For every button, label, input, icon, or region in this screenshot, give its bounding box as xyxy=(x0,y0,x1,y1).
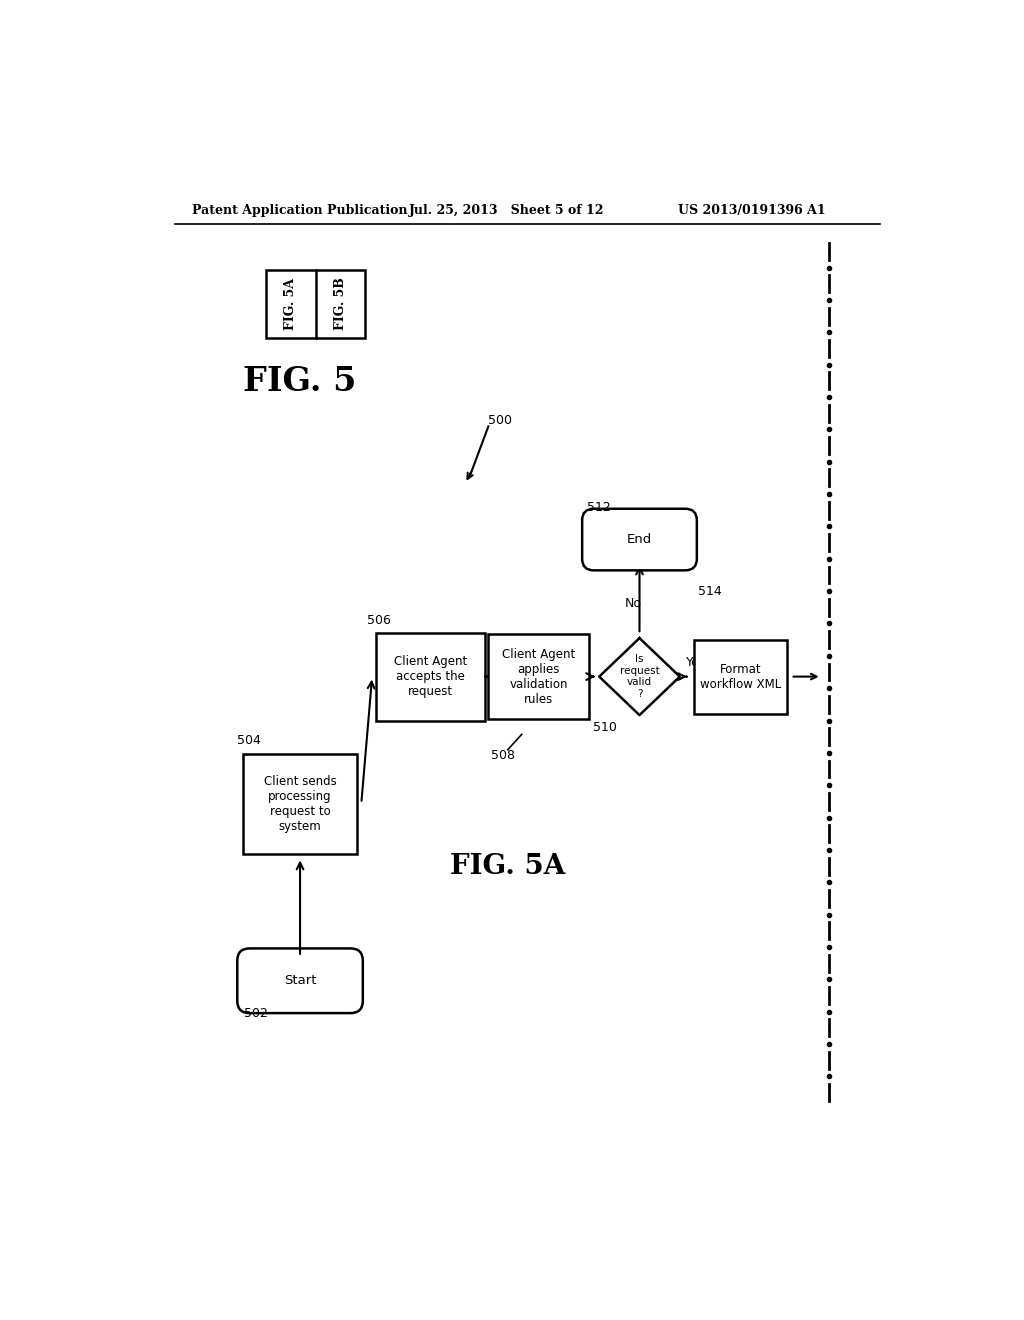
Text: 502: 502 xyxy=(245,1007,268,1020)
Bar xyxy=(266,271,366,338)
Text: Format
workflow XML: Format workflow XML xyxy=(699,663,781,690)
Bar xyxy=(243,754,357,854)
Text: FIG. 5A: FIG. 5A xyxy=(451,853,565,880)
Text: FIG. 5A: FIG. 5A xyxy=(285,279,297,330)
Text: Client Agent
applies
validation
rules: Client Agent applies validation rules xyxy=(502,648,575,706)
Text: No: No xyxy=(625,597,642,610)
Text: FIG. 5B: FIG. 5B xyxy=(334,277,347,330)
Bar xyxy=(376,632,484,721)
Bar xyxy=(693,640,786,714)
FancyBboxPatch shape xyxy=(238,948,362,1014)
Text: Patent Application Publication: Patent Application Publication xyxy=(191,205,408,218)
Text: Client sends
processing
request to
system: Client sends processing request to syste… xyxy=(263,775,337,833)
Text: 508: 508 xyxy=(490,748,515,762)
Bar xyxy=(488,635,589,719)
Text: Is
request
valid
?: Is request valid ? xyxy=(620,655,659,700)
Polygon shape xyxy=(599,638,680,715)
Text: Jul. 25, 2013   Sheet 5 of 12: Jul. 25, 2013 Sheet 5 of 12 xyxy=(409,205,604,218)
Text: 500: 500 xyxy=(488,413,512,426)
Text: US 2013/0191396 A1: US 2013/0191396 A1 xyxy=(678,205,826,218)
Text: 504: 504 xyxy=(237,734,260,747)
Text: Yes: Yes xyxy=(686,656,707,669)
Text: Client Agent
accepts the
request: Client Agent accepts the request xyxy=(393,655,467,698)
Text: End: End xyxy=(627,533,652,546)
Text: FIG. 5: FIG. 5 xyxy=(243,366,356,399)
Text: 514: 514 xyxy=(697,585,721,598)
Text: 510: 510 xyxy=(593,721,616,734)
Text: Start: Start xyxy=(284,974,316,987)
FancyBboxPatch shape xyxy=(583,508,697,570)
Text: 506: 506 xyxy=(367,614,390,627)
Text: 512: 512 xyxy=(587,502,610,515)
